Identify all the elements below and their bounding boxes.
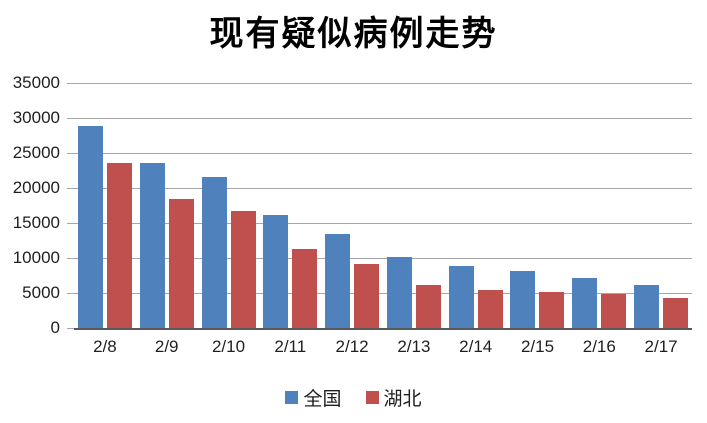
y-axis-label: 10000 xyxy=(12,248,60,267)
legend-item-national: 全国 xyxy=(285,384,342,411)
y-axis-label: 20000 xyxy=(12,178,60,197)
legend-item-hubei: 湖北 xyxy=(365,384,422,411)
x-axis-label: 2/11 xyxy=(274,337,307,356)
gridline xyxy=(74,117,692,119)
legend-label-national: 全国 xyxy=(303,389,342,410)
bar-national-2/13 xyxy=(387,257,412,328)
plot-area xyxy=(74,82,692,328)
bar-national-2/12 xyxy=(325,234,350,328)
bar-hubei-2/16 xyxy=(601,294,626,328)
x-axis-label: 2/14 xyxy=(459,337,493,356)
gridline xyxy=(74,187,692,189)
bar-hubei-2/17 xyxy=(663,298,688,328)
bar-national-2/9 xyxy=(140,163,165,328)
bar-hubei-2/14 xyxy=(478,290,503,328)
y-axis-label: 5000 xyxy=(22,283,60,302)
bar-national-2/8 xyxy=(78,126,103,328)
y-axis-label: 15000 xyxy=(12,213,60,232)
y-axis-label: 0 xyxy=(50,318,60,337)
bar-national-2/10 xyxy=(202,177,227,328)
bar-hubei-2/9 xyxy=(169,199,194,328)
x-axis-label: 2/9 xyxy=(154,337,179,356)
x-axis-line xyxy=(74,328,692,330)
legend-swatch-national xyxy=(285,391,299,404)
gridline xyxy=(74,82,692,84)
bar-national-2/14 xyxy=(449,266,474,328)
bar-hubei-2/10 xyxy=(231,211,256,328)
y-axis-tick xyxy=(67,257,74,259)
x-axis-label: 2/8 xyxy=(93,337,117,356)
gridline xyxy=(74,292,692,294)
gridline xyxy=(74,152,692,154)
x-axis-label: 2/17 xyxy=(644,337,678,356)
y-axis-tick xyxy=(67,117,74,119)
y-axis-label: 25000 xyxy=(12,143,60,162)
bar-national-2/17 xyxy=(634,285,659,328)
bar-hubei-2/15 xyxy=(539,292,564,328)
legend-label-hubei: 湖北 xyxy=(383,389,422,410)
gridline xyxy=(74,257,692,259)
x-axis-label: 2/12 xyxy=(335,337,369,356)
y-axis-label: 30000 xyxy=(12,108,60,127)
x-axis-label: 2/13 xyxy=(397,337,431,356)
y-axis-tick xyxy=(67,82,74,84)
bar-national-2/11 xyxy=(263,215,288,328)
y-axis-tick xyxy=(67,292,74,294)
x-axis-label: 2/15 xyxy=(520,337,555,356)
bar-national-2/16 xyxy=(572,278,597,328)
gridline xyxy=(74,222,692,224)
y-axis-label: 35000 xyxy=(12,73,60,92)
y-axis-tick xyxy=(67,327,74,329)
bar-hubei-2/12 xyxy=(354,264,379,328)
bar-hubei-2/11 xyxy=(292,249,317,328)
x-axis-label: 2/10 xyxy=(211,337,246,356)
x-axis-label: 2/16 xyxy=(582,337,616,356)
y-axis-tick xyxy=(67,222,74,224)
y-axis-tick xyxy=(67,152,74,154)
legend: 全国 湖北 xyxy=(0,384,707,411)
bar-hubei-2/8 xyxy=(107,163,132,328)
legend-swatch-hubei xyxy=(365,391,379,404)
y-axis-tick xyxy=(67,187,74,189)
bar-national-2/15 xyxy=(510,271,535,328)
chart-title: 现有疑似病例走势 xyxy=(209,16,498,53)
bar-hubei-2/13 xyxy=(416,285,441,328)
